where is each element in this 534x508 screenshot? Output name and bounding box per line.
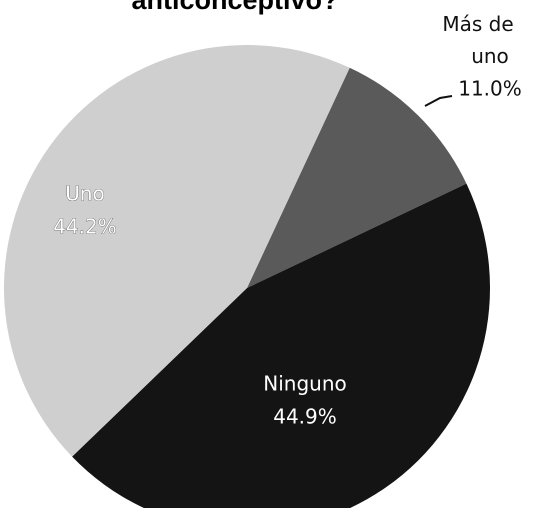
slice-label: Más de uno <box>442 12 513 68</box>
value-label: 11.0% <box>458 77 522 101</box>
value-label: 44.9% <box>273 405 337 429</box>
pie-slice <box>247 67 467 288</box>
slice-label: Ninguno <box>263 372 346 396</box>
slice-label: Uno <box>65 182 105 206</box>
pie-slice <box>4 45 350 457</box>
pie-slice <box>72 183 490 508</box>
value-label: 44.2% <box>53 215 117 239</box>
chart-title: anticonceptivo? <box>131 0 338 15</box>
leader-line <box>424 95 453 107</box>
